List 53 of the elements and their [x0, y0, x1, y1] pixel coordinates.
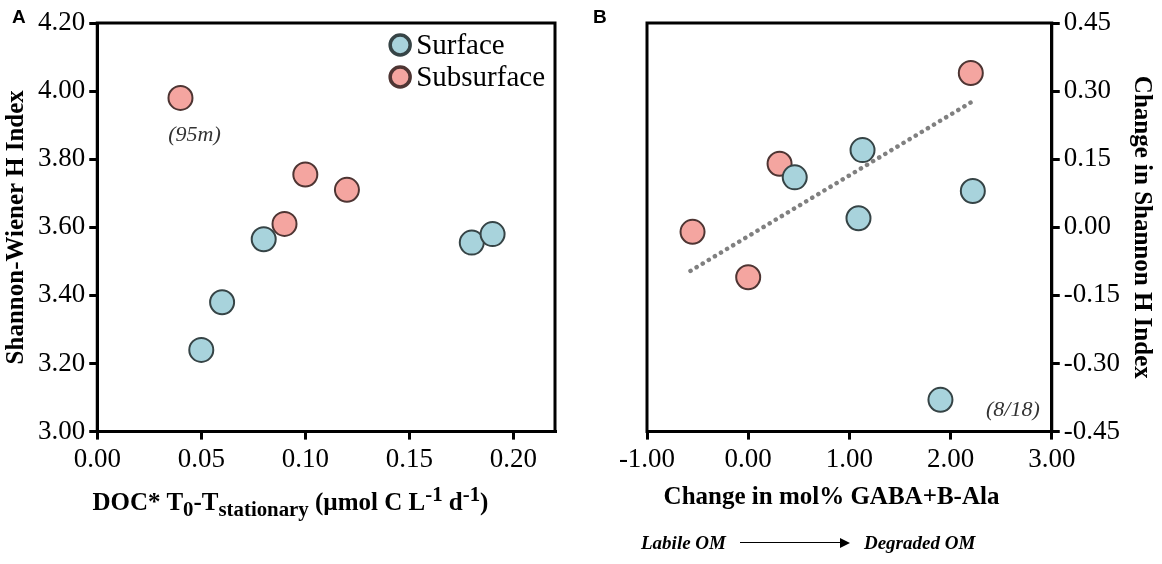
point: [957, 59, 984, 86]
legend-label: Subsurface: [416, 59, 545, 92]
y2-tick-label: 0.00: [1063, 210, 1112, 241]
point: [458, 229, 485, 256]
chart-title: B: [593, 5, 607, 27]
legend-label: Surface: [416, 27, 505, 60]
y2-axis-title: Change in Shannon H Index: [1129, 75, 1157, 380]
y2-tick-label: -0.15: [1063, 278, 1121, 309]
y-tick-label: 4.20: [38, 6, 86, 37]
point: [927, 386, 954, 413]
annotation: (95m): [168, 120, 221, 146]
x-axis-title: Change in mol% GABA+B-Ala: [662, 482, 1001, 510]
x-tick-label: 1.00: [825, 442, 873, 473]
point: [479, 221, 506, 248]
point: [333, 176, 360, 203]
text: Degraded OM: [863, 532, 976, 554]
y-tick-label: 3.00: [38, 414, 86, 445]
text: DOC* T$_{0}$-T$_{stationary}$ (µmol C L$^{-1}$ d$^{-1}$): [92, 482, 489, 522]
y2-tick-label: 0.30: [1063, 74, 1112, 105]
x-tick-label: 0.15: [385, 442, 433, 473]
x-tick-label: 0.05: [177, 442, 225, 473]
point: [292, 161, 319, 188]
point: [845, 205, 872, 232]
y-tick-label: 3.60: [38, 210, 86, 241]
point: [209, 289, 236, 316]
x-tick-label: 0.00: [73, 442, 121, 473]
point: [849, 137, 876, 164]
point: [271, 210, 298, 237]
point: [167, 84, 194, 111]
text: Labile OM: [641, 532, 726, 554]
x-tick-label: 2.00: [926, 442, 975, 473]
x-tick-label: 3.00: [1028, 442, 1076, 473]
point: [735, 264, 762, 291]
point: [679, 218, 706, 245]
x-tick-label: 0.20: [489, 442, 538, 473]
point: [781, 164, 808, 191]
x-tick-label: 0.10: [281, 442, 329, 473]
y-tick-label: 3.20: [38, 346, 86, 377]
y2-tick-label: -0.30: [1063, 346, 1121, 377]
y2-tick-label: 0.45: [1063, 6, 1112, 37]
y2-tick-label: 0.15: [1063, 142, 1112, 173]
annotation: (8/18): [985, 396, 1040, 422]
x-tick-label: -1.00: [618, 442, 676, 473]
point: [959, 177, 986, 204]
y-axis-title: Shannon-Wiener H Index: [1, 89, 29, 365]
chart-title: A: [12, 5, 26, 27]
y-tick-label: 3.80: [38, 142, 86, 173]
point: [250, 226, 277, 253]
point: [188, 336, 215, 363]
y2-tick-label: -0.45: [1063, 414, 1121, 445]
y-tick-label: 4.00: [38, 74, 86, 105]
y-tick-label: 3.40: [38, 278, 86, 309]
x-tick-label: 0.00: [724, 442, 772, 473]
